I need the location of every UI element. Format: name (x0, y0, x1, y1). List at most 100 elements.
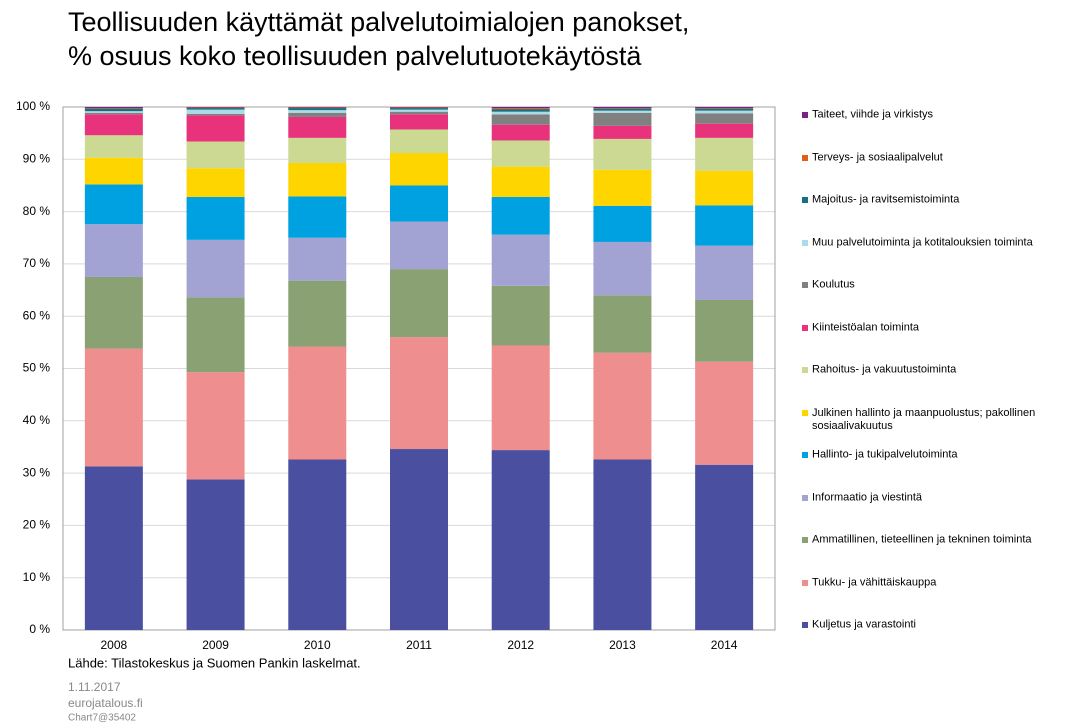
bar-segment (288, 137, 347, 163)
bar-segment (593, 108, 652, 109)
bar-segment (390, 449, 448, 630)
bar-segment (390, 114, 448, 130)
bar-segment (695, 299, 754, 362)
bar-segment (84, 348, 143, 467)
bar-segment (695, 361, 754, 465)
y-tick-label: 90 % (23, 151, 51, 165)
legend-label: Terveys- ja sosiaalipalvelut (812, 151, 943, 163)
site: eurojatalous.fi (68, 696, 143, 710)
legend-label: Tukku- ja vähittäiskauppa (812, 576, 937, 588)
bar-segment (491, 285, 550, 346)
bar-segment (593, 241, 652, 296)
bar-segment (186, 107, 245, 109)
legend-label: Ammatillinen, tieteellinen ja tekninen t… (812, 533, 1032, 546)
legend-label: Julkinen hallinto ja maanpuolustus; pako… (812, 406, 1036, 432)
legend-swatch (802, 324, 808, 331)
legend-label: Kuljetus ja varastointi (812, 618, 916, 631)
bar-segment (491, 345, 550, 451)
x-tick-label: 2011 (406, 638, 432, 652)
bar-segment (593, 169, 652, 206)
bar-segment (186, 168, 245, 197)
bar-segment (288, 346, 347, 460)
bar-segment (491, 166, 550, 197)
bar-segment (186, 479, 245, 630)
bar-segment (288, 196, 347, 238)
legend-label: Majoitus- ja ravitsemistoiminta (812, 193, 960, 206)
legend-label: Muu palvelutoiminta ja kotitalouksien to… (812, 236, 1033, 248)
bar-segment (390, 269, 448, 338)
bar-segment (491, 109, 550, 112)
bar-segment (695, 137, 754, 171)
bar-segment (491, 108, 550, 110)
bar-segment (491, 111, 550, 115)
y-tick-label: 60 % (23, 308, 51, 322)
bar-segment (84, 466, 143, 630)
legend-label: Informaatio ja viestintä (812, 491, 923, 503)
bar-segment (186, 372, 245, 480)
legend-label: Taiteet, viihde ja virkistys (812, 108, 934, 121)
legend-label: Rahoitus- ja vakuutustoiminta (812, 363, 957, 376)
bar-segment (186, 297, 245, 373)
bar-segment (593, 107, 652, 109)
y-tick-label: 40 % (23, 413, 51, 427)
bar-segment (186, 113, 245, 116)
chart-subtitle: % osuus koko teollisuuden palvelutuotekä… (68, 41, 642, 71)
y-tick-label: 50 % (23, 361, 51, 375)
legend-label: Koulutus (812, 278, 855, 291)
y-tick-label: 30 % (23, 465, 51, 479)
legend-swatch (802, 622, 808, 628)
x-tick-label: 2012 (507, 638, 534, 652)
bar-segment (593, 295, 652, 353)
legend-label: Kiinteistöalan toiminta (812, 321, 920, 333)
y-tick-label: 10 % (23, 570, 51, 584)
bar-segment (695, 108, 754, 109)
legend-swatch (802, 452, 808, 458)
bar-segment (288, 162, 347, 197)
bar-segment (288, 237, 347, 281)
y-tick-label: 100 % (16, 99, 50, 113)
legend-label: Hallinto- ja tukipalvelutoiminta (812, 448, 958, 461)
x-tick-label: 2010 (304, 638, 331, 652)
bar-segment (288, 280, 347, 347)
source: Lähde: Tilastokeskus ja Suomen Pankin la… (68, 655, 361, 670)
bar-segment (288, 110, 347, 113)
bar-segment (695, 107, 754, 109)
bar-segment (390, 153, 448, 186)
bar-segment (491, 140, 550, 167)
bar-segment (695, 110, 754, 114)
bar-segment (288, 116, 347, 138)
bar-segment (390, 107, 448, 109)
bar-segment (288, 459, 347, 630)
legend-swatch (802, 494, 808, 501)
bar-segment (695, 464, 754, 630)
bar-segment (695, 113, 754, 124)
bar-segment (186, 115, 245, 142)
bar-segment (593, 459, 652, 630)
legend-swatch (802, 282, 808, 288)
chart-id: Chart7@35402 (68, 713, 136, 724)
legend-swatch (802, 537, 808, 543)
bar-segment (84, 111, 143, 113)
bar-segment (288, 107, 347, 109)
bar-segment (288, 107, 347, 108)
bar-segment (84, 108, 143, 112)
bar-segment (593, 112, 652, 126)
x-tick-label: 2013 (609, 638, 636, 652)
legend-swatch (802, 579, 808, 586)
bar-segment (186, 196, 245, 240)
bar-segment (491, 107, 550, 109)
bar-segment (390, 109, 448, 112)
bar-segment (186, 108, 245, 110)
bar-segment (390, 185, 448, 222)
bar-segment (288, 108, 347, 111)
bar-segment (84, 112, 143, 115)
legend-swatch (802, 197, 808, 203)
legend-swatch (802, 112, 808, 118)
legend-swatch (802, 409, 808, 416)
y-tick-label: 80 % (23, 204, 51, 218)
date: 1.11.2017 (68, 680, 121, 694)
bar-segment (491, 234, 550, 286)
bar-segment (84, 107, 143, 109)
